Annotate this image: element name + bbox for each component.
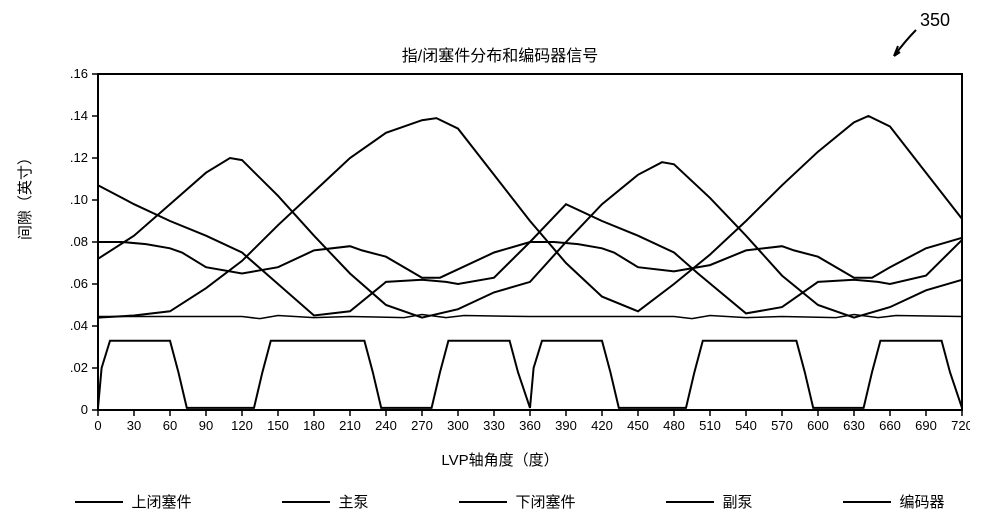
legend-label: 编码器 [899,491,944,512]
x-tick-label: 540 [735,418,757,433]
legend-swatch [459,501,507,503]
legend-label: 上闭塞件 [131,491,191,512]
x-tick-label: 630 [843,418,865,433]
y-tick-label: 0.08 [70,234,88,249]
x-tick-label: 90 [199,418,213,433]
y-tick-label: 0.12 [70,150,88,165]
legend-swatch [282,501,330,503]
x-tick-label: 360 [519,418,541,433]
x-tick-label: 150 [267,418,289,433]
x-tick-label: 450 [627,418,649,433]
x-tick-label: 720 [951,418,970,433]
x-tick-label: 30 [127,418,141,433]
series-副泵 [98,116,962,318]
x-tick-label: 600 [807,418,829,433]
x-tick-label: 60 [163,418,177,433]
chart-legend: 上闭塞件 主泵 下闭塞件 副泵 编码器 [20,491,1000,512]
y-axis-label: 间隙（英寸） [14,150,35,240]
chart-title: 指/闭塞件分布和编码器信号 [20,42,980,66]
y-tick-label: 0.06 [70,276,88,291]
legend-item: 下闭塞件 [459,491,575,512]
series-flat-ref [98,314,962,318]
y-tick-label: 0.02 [70,360,88,375]
legend-label: 副泵 [722,491,752,512]
legend-label: 主泵 [338,491,368,512]
figure-container: 350 指/闭塞件分布和编码器信号 间隙（英寸） LVP轴角度（度） 00.02… [20,10,980,520]
x-axis-label: LVP轴角度（度） [20,449,980,470]
y-tick-label: 0.04 [70,318,88,333]
x-tick-label: 330 [483,418,505,433]
legend-swatch [75,501,123,503]
x-tick-label: 300 [447,418,469,433]
figure-reference-number: 350 [920,10,950,31]
y-tick-label: 0.16 [70,68,88,81]
x-tick-label: 180 [303,418,325,433]
x-tick-label: 480 [663,418,685,433]
x-tick-label: 120 [231,418,253,433]
x-tick-label: 240 [375,418,397,433]
series-主泵 [98,158,962,318]
x-tick-label: 570 [771,418,793,433]
x-tick-label: 690 [915,418,937,433]
x-tick-label: 660 [879,418,901,433]
legend-swatch [843,501,891,503]
x-tick-label: 270 [411,418,433,433]
y-tick-label: 0.10 [70,192,88,207]
x-tick-label: 420 [591,418,613,433]
series-编码器 [98,341,962,408]
legend-item: 主泵 [282,491,368,512]
legend-swatch [666,501,714,503]
legend-item: 副泵 [666,491,752,512]
y-tick-label: 0 [81,402,88,417]
chart-plot-area: 0 0.02 0.04 0.06 0.08 0.10 0.12 0.14 0.16 0 30 60 90… [70,68,970,438]
x-tick-label: 210 [339,418,361,433]
legend-item: 编码器 [843,491,944,512]
series-上闭塞件 [98,185,962,315]
y-tick-label: 0.14 [70,108,88,123]
legend-label: 下闭塞件 [515,491,575,512]
x-tick-label: 0 [94,418,101,433]
legend-item: 上闭塞件 [75,491,191,512]
x-tick-label: 390 [555,418,577,433]
x-tick-label: 510 [699,418,721,433]
